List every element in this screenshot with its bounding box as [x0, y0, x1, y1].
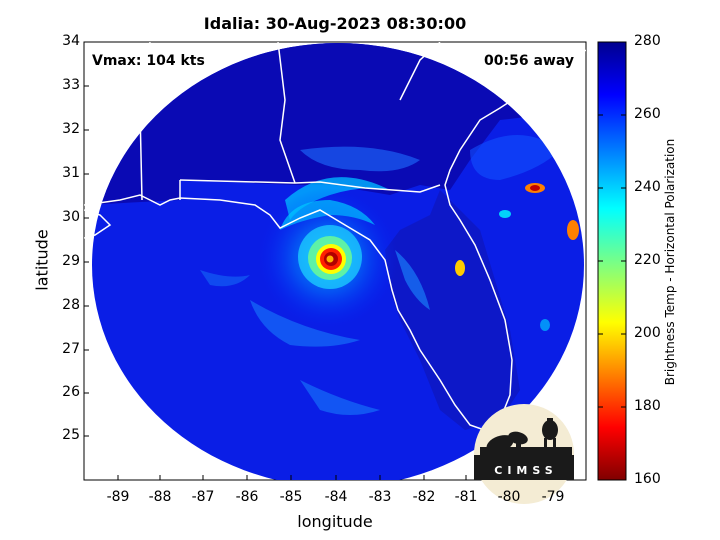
colorbar-label: Brightness Temp - Horizontal Polarizatio…	[663, 138, 677, 386]
colorbar-ticks	[598, 41, 626, 408]
y-tick-label: 26	[62, 384, 80, 400]
x-tick-label: -88	[148, 489, 172, 505]
y-tick-label: 34	[62, 33, 80, 49]
x-tick-label: -80	[497, 489, 521, 505]
colorbar-tick-label: 220	[634, 252, 661, 268]
logo-text: CIMSS	[494, 464, 558, 477]
colorbar-tick-label: 240	[634, 179, 661, 195]
y-tick-label: 25	[62, 427, 80, 443]
colorbar-tick-label: 160	[634, 471, 661, 487]
x-tick-label: -84	[324, 489, 348, 505]
coastline-overlay	[84, 42, 586, 433]
x-tick-label: -87	[191, 489, 215, 505]
x-axis-label: longitude	[297, 512, 373, 531]
x-tick-label: -85	[279, 489, 303, 505]
chart-title: Idalia: 30-Aug-2023 08:30:00	[203, 14, 467, 33]
y-tick-label: 33	[62, 77, 80, 93]
y-tick-label: 27	[62, 341, 80, 357]
colorbar-tick-label: 280	[634, 33, 661, 49]
colorbar-tick-label: 180	[634, 398, 661, 414]
x-tick-label: -86	[235, 489, 259, 505]
vmax-label: Vmax: 104 kts	[92, 53, 205, 69]
x-tick-label: -81	[454, 489, 478, 505]
brightness-temperature-swath	[92, 43, 584, 480]
y-tick-label: 29	[62, 253, 80, 269]
x-tick-label: -89	[106, 489, 130, 505]
colorbar-tick-label: 200	[634, 325, 661, 341]
x-tick-label: -79	[541, 489, 565, 505]
x-tick-label: -83	[368, 489, 392, 505]
cimss-logo-icon	[474, 404, 574, 504]
colorbar-tick-label: 260	[634, 106, 661, 122]
y-tick-label: 32	[62, 121, 80, 137]
time-away-label: 00:56 away	[484, 53, 574, 69]
y-tick-label: 30	[62, 209, 80, 225]
y-tick-label: 28	[62, 297, 80, 313]
y-axis-label: latitude	[32, 229, 52, 291]
x-tick-label: -82	[412, 489, 436, 505]
y-tick-label: 31	[62, 165, 80, 181]
